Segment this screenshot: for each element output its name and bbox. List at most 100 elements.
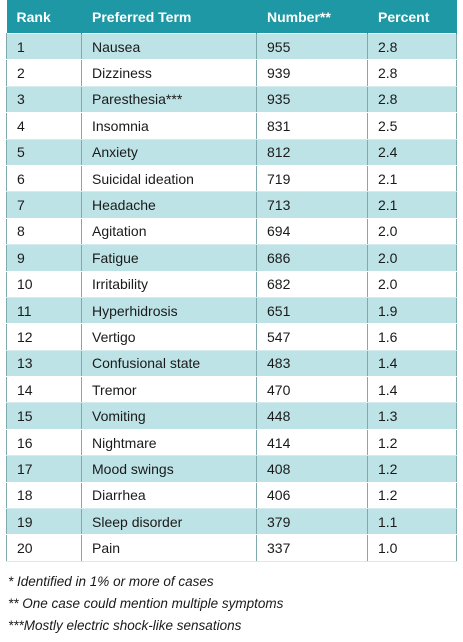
table-cell: 1.4: [367, 376, 457, 404]
table-cell: 1.2: [367, 481, 457, 510]
table-row: 1 Nausea 955 2.8: [6, 32, 457, 61]
table-cell: Suicidal ideation: [81, 164, 257, 193]
table-cell: Diarrhea: [81, 481, 257, 510]
table-row: 3 Paresthesia*** 935 2.8: [6, 85, 457, 114]
table-cell: 812: [256, 138, 368, 166]
data-table: Rank Preferred Term Number** Percent 1 Nause…: [6, 0, 457, 562]
table-cell: 686: [256, 244, 368, 272]
table-row: 12 Vertigo 547 1.6: [6, 323, 457, 351]
table-row: 19 Sleep disorder 379 1.1: [6, 508, 457, 536]
table-cell: 3: [6, 85, 82, 114]
table-cell: 651: [256, 296, 368, 325]
table-cell: 719: [256, 164, 368, 193]
table-cell: Vertigo: [81, 323, 257, 351]
table-cell: Headache: [81, 191, 257, 219]
table-cell: Irritability: [81, 270, 257, 298]
table-cell: 6: [6, 164, 82, 193]
table-cell: 547: [256, 323, 368, 351]
table-row: 2 Dizziness 939 2.8: [6, 59, 457, 87]
table-row: 15 Vomiting 448 1.3: [6, 402, 457, 430]
table-cell: 1.1: [367, 508, 457, 536]
table-cell: 19: [6, 508, 82, 536]
table-cell: 414: [256, 428, 368, 457]
table-cell: 1.9: [367, 296, 457, 325]
header-row: Rank Preferred Term Number** Percent: [6, 0, 457, 34]
table-cell: Anxiety: [81, 138, 257, 166]
table-cell: 2.1: [367, 164, 457, 193]
table-cell: 483: [256, 349, 368, 378]
table-cell: 7: [6, 191, 82, 219]
table-cell: 2.1: [367, 191, 457, 219]
table-cell: Mood swings: [81, 455, 257, 483]
table-cell: 2: [6, 59, 82, 87]
table-cell: 1.4: [367, 349, 457, 378]
table-cell: 2.4: [367, 138, 457, 166]
footnote: ***Mostly electric shock-like sensations: [8, 618, 242, 633]
table-cell: 2.8: [367, 85, 457, 114]
table-row: 10 Irritability 682 2.0: [6, 270, 457, 298]
table-cell: 1.2: [367, 455, 457, 483]
table-cell: 2.0: [367, 217, 457, 246]
footnotes: * Identified in 1% or more of cases ** On…: [8, 571, 283, 637]
table-cell: Pain: [81, 534, 257, 562]
table-cell: Confusional state: [81, 349, 257, 378]
table-row: 8 Agitation 694 2.0: [6, 217, 457, 246]
table-cell: 2.8: [367, 59, 457, 87]
table-cell: 1.2: [367, 428, 457, 457]
table-cell: Vomiting: [81, 402, 257, 430]
table-cell: 5: [6, 138, 82, 166]
table-cell: 470: [256, 376, 368, 404]
table-cell: Nightmare: [81, 428, 257, 457]
table-cell: 831: [256, 112, 368, 140]
table-cell: 2.5: [367, 112, 457, 140]
table-row: 13 Confusional state 483 1.4: [6, 349, 457, 378]
column-header: Number**: [256, 0, 368, 34]
table-cell: 408: [256, 455, 368, 483]
table-cell: 337: [256, 534, 368, 562]
table-row: 18 Diarrhea 406 1.2: [6, 481, 457, 510]
table-cell: 694: [256, 217, 368, 246]
table-cell: 1: [6, 32, 82, 61]
table-cell: 1.3: [367, 402, 457, 430]
table-cell: 2.8: [367, 32, 457, 61]
table-row: 4 Insomnia 831 2.5: [6, 112, 457, 140]
table-cell: 1.6: [367, 323, 457, 351]
table-row: 9 Fatigue 686 2.0: [6, 244, 457, 272]
table-cell: 448: [256, 402, 368, 430]
table-row: 20 Pain 337 1.0: [6, 534, 457, 562]
table-cell: Agitation: [81, 217, 257, 246]
table-cell: Hyperhidrosis: [81, 296, 257, 325]
table-row: 16 Nightmare 414 1.2: [6, 428, 457, 457]
table-cell: Dizziness: [81, 59, 257, 87]
table-cell: 8: [6, 217, 82, 246]
table-cell: 4: [6, 112, 82, 140]
table-row: 17 Mood swings 408 1.2: [6, 455, 457, 483]
table-cell: 939: [256, 59, 368, 87]
table-cell: 935: [256, 85, 368, 114]
table-cell: 18: [6, 481, 82, 510]
table-cell: 955: [256, 32, 368, 61]
table-cell: 379: [256, 508, 368, 536]
footnote: * Identified in 1% or more of cases: [8, 574, 214, 589]
table-cell: 17: [6, 455, 82, 483]
table-cell: 20: [6, 534, 82, 562]
table-cell: Tremor: [81, 376, 257, 404]
table-cell: 9: [6, 244, 82, 272]
table-cell: Fatigue: [81, 244, 257, 272]
table-cell: 10: [6, 270, 82, 298]
table-cell: 406: [256, 481, 368, 510]
table-row: 6 Suicidal ideation 719 2.1: [6, 164, 457, 193]
table-row: 11 Hyperhidrosis 651 1.9: [6, 296, 457, 325]
table-cell: 682: [256, 270, 368, 298]
table-row: 14 Tremor 470 1.4: [6, 376, 457, 404]
table-cell: 12: [6, 323, 82, 351]
table-row: 5 Anxiety 812 2.4: [6, 138, 457, 166]
table-cell: 713: [256, 191, 368, 219]
table-cell: 2.0: [367, 270, 457, 298]
table-row: 7 Headache 713 2.1: [6, 191, 457, 219]
table-cell: 1.0: [367, 534, 457, 562]
table-cell: 14: [6, 376, 82, 404]
column-header: Percent: [367, 0, 457, 34]
table-body: 1 Nausea 955 2.8 2 Dizziness 939 2.8 3 Paresthesi…: [6, 32, 457, 562]
